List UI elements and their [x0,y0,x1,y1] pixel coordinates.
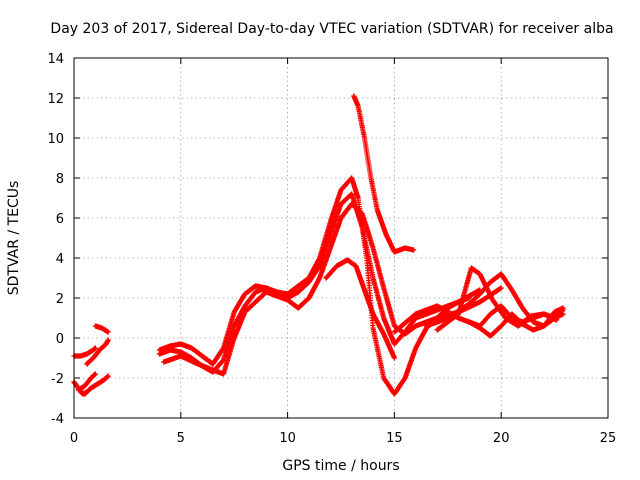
y-tick-label: 10 [47,132,64,147]
chart-title: Day 203 of 2017, Sidereal Day-to-day VTE… [50,21,613,37]
y-tick-label: 2 [56,292,64,307]
x-tick-label: 20 [493,431,510,446]
grid-lines [74,58,608,418]
series-arc-early-3 [75,371,98,393]
series-arc-morning-2 [156,191,483,375]
series-arc-early-5 [84,337,111,367]
data-point-markers [323,257,397,361]
y-tick-label: 6 [56,212,64,227]
series-arc-midday-2 [351,93,417,255]
x-tick-label: 5 [177,431,185,446]
y-tick-label: 0 [56,332,64,347]
y-tick-label: 14 [47,52,64,67]
x-axis-title: GPS time / hours [282,458,399,474]
series-arc-afternoon-4 [466,305,566,339]
series-arc-afternoon-3 [434,265,560,333]
data-point-markers [82,373,111,397]
x-tick-label: 25 [600,431,617,446]
series-arc-early-6 [92,323,111,335]
data-point-markers [84,337,111,367]
x-tick-label: 0 [70,431,78,446]
y-tick-label: 8 [56,172,64,187]
data-point-markers [351,93,417,255]
data-point-markers [466,305,566,339]
series-arc-early-4 [82,373,111,397]
plot-frame [73,57,609,419]
data-point-markers [434,265,560,333]
x-tick-label: 10 [279,431,296,446]
x-tick-label: 15 [386,431,403,446]
data-point-markers [75,371,98,393]
y-tick-label: -4 [51,412,64,427]
y-tick-label: -2 [51,372,64,387]
y-tick-label: 4 [56,252,64,267]
data-point-markers [92,323,111,335]
y-axis-title: SDTVAR / TECUs [6,181,22,296]
y-tick-label: 12 [47,92,64,107]
series-arc-midday-1 [323,257,397,361]
data-points [71,93,566,397]
data-point-markers [156,191,483,375]
